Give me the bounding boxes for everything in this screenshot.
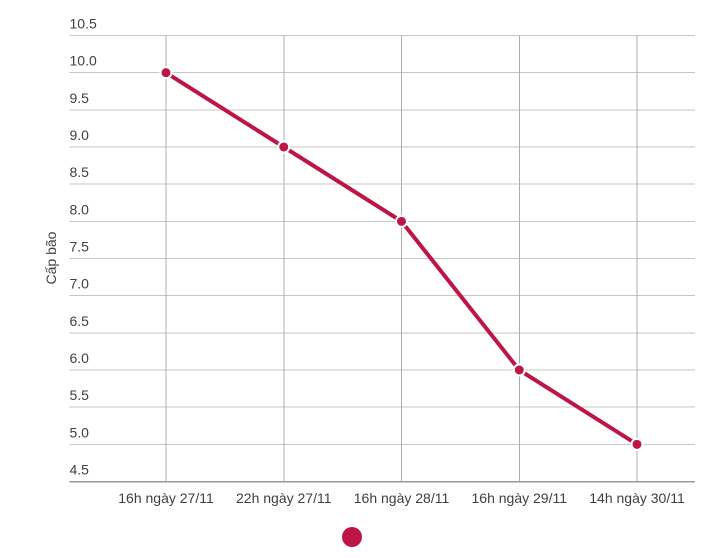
y-tick-label: 4.5 bbox=[70, 462, 90, 478]
y-tick-label: 10.5 bbox=[70, 16, 97, 32]
x-tick-label: 22h ngày 27/11 bbox=[236, 490, 332, 506]
data-point-marker[interactable] bbox=[159, 66, 173, 80]
x-tick-label: 14h ngày 30/11 bbox=[589, 490, 685, 506]
data-point-marker[interactable] bbox=[512, 363, 526, 377]
y-tick-label: 9.0 bbox=[70, 127, 90, 143]
data-point-marker[interactable] bbox=[630, 437, 644, 451]
data-point-marker[interactable] bbox=[277, 140, 291, 154]
y-tick-label: 7.5 bbox=[70, 239, 90, 255]
data-point-marker[interactable] bbox=[395, 214, 408, 228]
legend-series-dot-icon[interactable] bbox=[342, 527, 362, 547]
y-tick-label: 6.0 bbox=[70, 350, 90, 366]
y-tick-label: 9.5 bbox=[70, 90, 90, 106]
chart-legend-item[interactable] bbox=[341, 526, 363, 548]
y-tick-label: 7.0 bbox=[70, 276, 90, 292]
y-tick-label: 5.5 bbox=[70, 387, 90, 403]
x-tick-label: 16h ngày 29/11 bbox=[472, 490, 568, 506]
y-tick-label: 10.0 bbox=[70, 53, 97, 69]
y-tick-label: 5.0 bbox=[70, 424, 90, 440]
y-tick-label: 8.5 bbox=[70, 164, 90, 180]
y-axis-title: Cấp bão bbox=[43, 231, 59, 284]
x-tick-label: 16h ngày 27/11 bbox=[118, 490, 214, 506]
y-tick-label: 8.0 bbox=[70, 201, 90, 217]
x-tick-label: 16h ngày 28/11 bbox=[354, 490, 450, 506]
y-tick-label: 6.5 bbox=[70, 313, 90, 329]
